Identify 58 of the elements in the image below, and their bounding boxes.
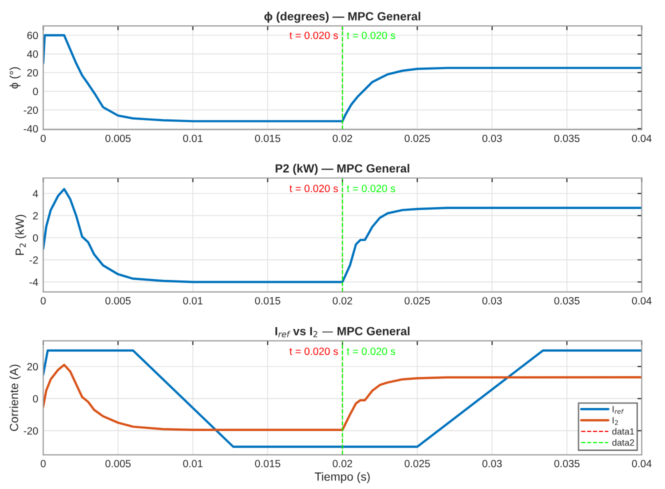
y-tick-label: 20	[27, 69, 38, 76]
x-tick-label: 0.02	[332, 460, 352, 468]
x-tick-label: 0.015	[255, 297, 280, 304]
y-axis-title: Corriente (A)	[10, 364, 21, 431]
x-tick-label: 0.005	[105, 460, 131, 468]
y-tick-label: -20	[24, 427, 38, 435]
chart-title: P2 (kW) — MPC General	[276, 164, 410, 175]
y-tick-label: 4	[32, 190, 38, 198]
y-tick-label: 40	[27, 50, 38, 58]
y-tick-label: 20	[27, 363, 38, 370]
legend-label: data2	[612, 439, 634, 446]
x-tick-label: 0.01	[183, 297, 202, 304]
x-tick-label: 0.005	[105, 297, 131, 304]
x-tick-label: 0	[40, 460, 46, 468]
legend-label: data1	[612, 428, 634, 435]
x-tick-label: 0.035	[554, 460, 580, 468]
x-tick-label: 0.01	[183, 460, 202, 468]
y-axis-title: P$_{2}$ (kW)	[15, 214, 26, 255]
y-tick-label: 0	[32, 234, 38, 242]
chart-title: ϕ (degrees) — MPC General	[264, 12, 420, 23]
x-tick-label: 0.02	[332, 297, 352, 304]
x-tick-label: 0.025	[404, 460, 430, 468]
x-tick-label: 0	[40, 297, 46, 304]
x-tick-label: 0.04	[632, 297, 652, 304]
x-tick-label: 0.035	[554, 134, 580, 142]
x-tick-label: 0.03	[482, 134, 502, 142]
x-tick-label: 0.04	[632, 134, 652, 142]
y-tick-label: 2	[33, 212, 38, 220]
y-tick-label: 0	[32, 88, 38, 96]
y-tick-label: -4	[30, 278, 38, 286]
x-tick-label: 0.005	[105, 134, 131, 142]
x-tick-label: 0	[40, 134, 46, 142]
x-tick-label: 0.02	[332, 134, 352, 142]
x-axis-title: Tiempo (s)	[314, 472, 370, 484]
annotation: t = 0.020 s	[346, 184, 396, 192]
x-tick-label: 0.015	[255, 134, 280, 142]
annotation: t = 0.020 s	[290, 348, 338, 356]
y-tick-label: 0	[32, 395, 38, 402]
legend-label: I$_{ref}$	[612, 406, 624, 414]
x-tick-label: 0.025	[404, 297, 430, 304]
x-tick-label: 0.025	[404, 134, 430, 142]
x-tick-label: 0.01	[183, 134, 202, 142]
annotation: t = 0.020 s	[346, 32, 396, 40]
x-tick-label: 0.035	[554, 297, 580, 304]
annotation: t = 0.020 s	[346, 348, 396, 356]
annotation: t = 0.020 s	[290, 184, 338, 192]
annotation: t = 0.020 s	[290, 32, 338, 40]
x-tick-label: 0.04	[632, 460, 652, 468]
y-tick-label: -40	[24, 125, 38, 133]
y-tick-label: 60	[27, 32, 38, 40]
y-tick-label: -2	[30, 256, 38, 264]
y-tick-label: -20	[24, 106, 38, 114]
y-axis-title: ϕ (°)	[10, 67, 21, 89]
legend-label: I$_{2}$	[612, 417, 618, 425]
x-tick-label: 0.015	[255, 460, 280, 468]
x-tick-label: 0.03	[482, 297, 502, 304]
chart-title: I$_{ref}$ vs I$_{2}$ — MPC General	[275, 326, 410, 338]
x-tick-label: 0.03	[482, 460, 502, 468]
